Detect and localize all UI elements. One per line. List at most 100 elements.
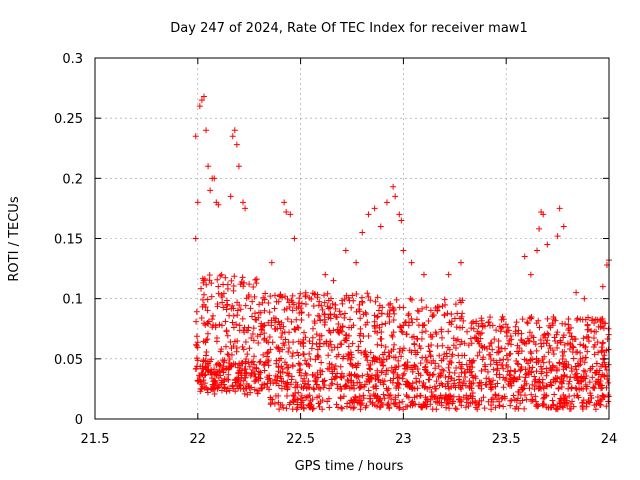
data-point [270,314,277,321]
data-point [580,335,587,342]
data-point [228,277,235,284]
data-point [429,313,436,320]
data-point [466,378,473,385]
data-point [378,310,385,317]
data-point [386,319,393,326]
data-point [280,404,287,411]
data-point [256,301,263,308]
data-point [521,253,528,260]
data-point [314,374,321,381]
data-point [249,313,256,320]
data-point [491,336,498,343]
data-point [488,396,495,403]
data-point [441,351,448,358]
data-point [521,405,528,412]
data-point [428,360,435,367]
data-point [346,324,353,331]
data-point [361,349,368,356]
data-point [343,292,350,299]
data-point [500,374,507,381]
data-point [281,359,288,366]
data-point [446,361,453,368]
data-point [206,358,213,365]
data-point [425,376,432,383]
data-point [448,384,455,391]
data-point [276,406,283,413]
data-point [390,316,397,323]
data-point [275,344,282,351]
data-point [391,341,398,348]
data-point [376,395,383,402]
data-point [318,359,325,366]
data-point [236,302,243,309]
data-point [400,322,407,329]
data-point [511,368,518,375]
data-point [448,318,455,325]
data-point [267,394,274,401]
data-point [283,209,290,216]
data-point [310,303,317,310]
data-point [600,325,607,332]
data-point [346,316,353,323]
data-point [487,356,494,363]
data-point [588,327,595,334]
data-point [198,97,205,104]
data-point [438,399,445,406]
data-point [537,340,544,347]
data-point [293,316,300,323]
data-point [399,329,406,336]
data-point [201,276,208,283]
data-point [422,354,429,361]
data-point [476,397,483,404]
data-point [300,351,307,358]
data-point [348,377,355,384]
data-point [309,340,316,347]
data-point [503,328,510,335]
data-point [441,296,448,303]
data-point [250,337,257,344]
data-point [533,383,540,390]
data-point [194,199,201,206]
data-point [255,314,262,321]
data-point [337,311,344,318]
data-point [387,300,394,307]
data-point [406,382,413,389]
data-point [565,380,572,387]
data-point [404,359,411,366]
data-point [236,322,243,329]
data-point [483,381,490,388]
data-point [543,369,550,376]
data-point [337,340,344,347]
data-point [289,362,296,369]
data-point [369,357,376,364]
data-point [598,348,605,355]
data-point [429,311,436,318]
data-point [252,374,259,381]
data-point [250,325,257,332]
data-point [470,380,477,387]
data-point [502,321,509,328]
data-point [326,385,333,392]
data-point [508,341,515,348]
data-point [505,340,512,347]
data-point [230,324,237,331]
data-point [600,320,607,327]
data-point [349,340,356,347]
data-point [438,326,445,333]
data-point [198,285,205,292]
data-point [580,342,587,349]
data-point [456,379,463,386]
data-point [333,353,340,360]
data-point [478,329,485,336]
data-point [383,199,390,206]
data-point [305,361,312,368]
data-point [551,334,558,341]
data-point [398,328,405,335]
data-point [240,283,247,290]
data-point [205,163,212,170]
data-point [262,359,269,366]
data-point [496,348,503,355]
data-point [310,385,317,392]
data-point [445,373,452,380]
data-point [420,379,427,386]
